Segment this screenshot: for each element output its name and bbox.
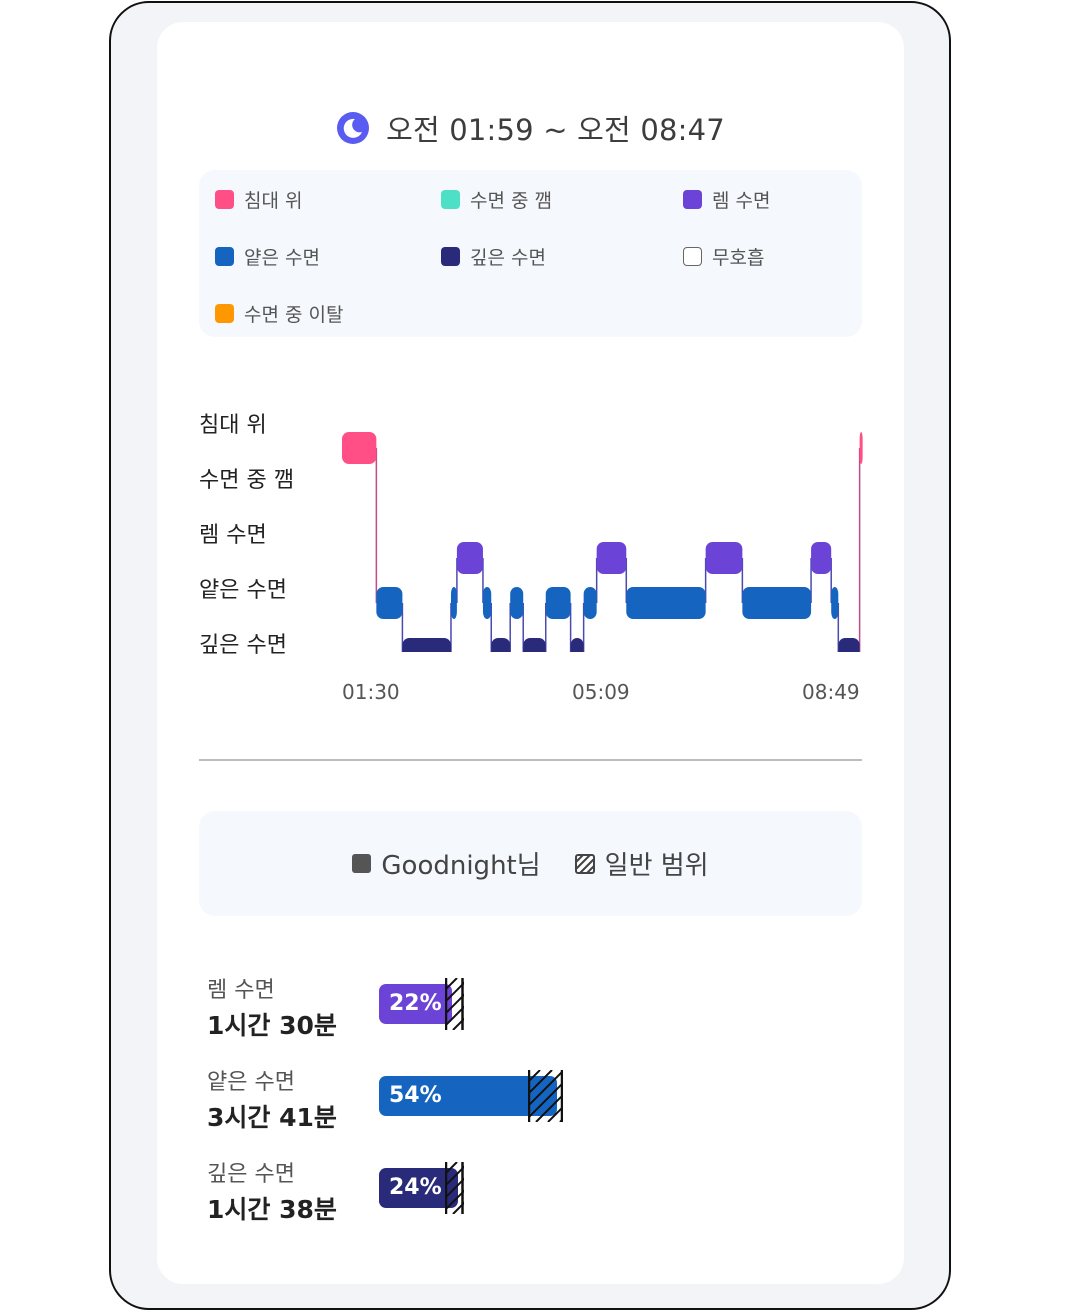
range-hatch-line [452,1202,464,1214]
normal-range-hatch [445,978,464,1030]
range-hatch-line [445,982,464,1004]
range-hatch-line [445,1178,464,1200]
legend-item-in-bed: 침대 위 [215,186,302,213]
range-hatch-line [445,1190,464,1212]
y-label-light: 얕은 수면 [199,578,287,603]
legend-item-light: 얕은 수면 [215,243,320,270]
x-tick-label: 05:09 [572,680,630,704]
range-hatch-line [527,1070,563,1108]
legend-item-awake: 수면 중 깸 [441,186,552,213]
stage-segment [838,638,860,652]
range-hatch-line [445,978,458,992]
stage-segment [402,638,451,652]
legend-item-rem: 렘 수면 [683,186,770,213]
legend-normal-range: 일반 범위 [574,845,709,882]
legend-label: 수면 중 깸 [470,190,552,212]
legend-label: 침대 위 [244,190,303,212]
stage-duration-light: 3시간 41분 [207,1103,337,1132]
stage-percent: 24% [389,1175,442,1200]
legend-swatch [215,304,234,323]
range-hatch-line [452,1018,464,1030]
range-hatch-line [527,1070,553,1096]
hypnogram-chart [342,432,863,652]
stage-segment [482,587,492,619]
y-label-awake: 수면 중 깸 [199,468,294,493]
legend-label: 무호흡 [712,247,765,269]
range-hatch-line [546,1105,563,1122]
legend-swatch [215,190,234,209]
stage-legend: 침대 위 수면 중 깸 렘 수면 얕은 수면 깊은 수면 무호흡 수면 중 이탈 [199,170,862,337]
stage-name-rem: 렘 수면 [207,978,275,1003]
legend-item-out-of-bed: 수면 중 이탈 [215,300,343,327]
legend-label: 얕은 수면 [244,247,320,269]
legend-user: Goodnight님 [352,845,541,882]
legend-item-deep: 깊은 수면 [441,243,546,270]
stage-segment [376,587,403,619]
legend-label: 수면 중 이탈 [244,304,344,326]
stage-bar-fill [379,984,452,1024]
stage-name-deep: 깊은 수면 [207,1162,295,1187]
range-hatch-line [527,1070,541,1084]
stage-segment [342,432,377,464]
legend-swatch [441,190,460,209]
legend-user-label: Goodnight님 [381,851,541,881]
stage-percent: 22% [389,991,442,1016]
stage-segment [510,587,524,619]
moon-icon [337,112,370,144]
stage-segment [859,432,863,464]
range-hatch-line [445,1006,464,1028]
stage-segment [523,638,546,652]
sleep-card: 오전 01:59 ~ 오전 08:47 침대 위 수면 중 깸 렘 수면 얕은 … [157,22,904,1284]
stage-segment [742,587,812,619]
legend-swatch [215,247,234,266]
user-square-icon [352,854,372,873]
legend-label: 깊은 수면 [470,247,546,269]
range-hatch-line [527,1081,563,1120]
x-tick-label: 08:49 [802,680,860,704]
normal-range-hatch [527,1070,563,1122]
range-hatch-line [534,1093,563,1122]
stage-segment [811,542,832,574]
stage-segment [831,587,839,619]
stage-segment [626,587,706,619]
legend-swatch [683,247,702,266]
y-label-deep: 깊은 수면 [199,633,287,658]
stage-segment [456,542,483,574]
legend-item-apnea: 무호흡 [683,243,764,270]
x-tick-label: 01:30 [342,680,400,704]
stage-segment [491,638,511,652]
stage-duration-rem: 1시간 30분 [207,1011,337,1040]
comparison-legend: Goodnight님 일반 범위 [199,811,862,916]
stage-duration-deep: 1시간 38분 [207,1195,337,1224]
stage-percent: 54% [389,1083,442,1108]
range-hatch-line [445,1162,458,1176]
stage-segment [583,587,597,619]
legend-swatch [441,247,460,266]
range-hatch-line [445,994,464,1016]
stage-segment [450,587,457,619]
normal-range-hatch [445,1162,464,1214]
hatched-square-icon [574,853,595,874]
legend-swatch [683,190,702,209]
section-divider [199,759,862,761]
legend-normal-label: 일반 범위 [604,851,709,881]
stage-segment [705,542,743,574]
stage-name-light: 얕은 수면 [207,1070,295,1095]
range-hatch-line [445,1166,464,1188]
legend-label: 렘 수면 [712,190,771,212]
stage-segment [596,542,627,574]
y-label-rem: 렘 수면 [199,523,267,548]
sleep-time-range: 오전 01:59 ~ 오전 08:47 [386,113,725,147]
sleep-time-header: 오전 01:59 ~ 오전 08:47 [157,106,904,150]
y-label-in-bed: 침대 위 [199,413,267,438]
stage-segment [545,587,571,619]
stage-segment [570,638,584,652]
